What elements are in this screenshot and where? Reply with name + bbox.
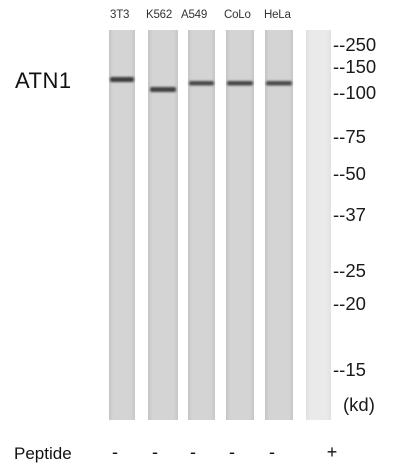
lane-label-3t3: 3T3 xyxy=(110,9,130,21)
marker-250: --250 xyxy=(333,34,377,55)
lane-a549 xyxy=(188,30,215,420)
lane-k562 xyxy=(148,30,178,420)
lane-label-hela: HeLa xyxy=(264,9,291,21)
marker-50: --50 xyxy=(333,163,366,184)
marker-150: --150 xyxy=(333,56,377,77)
band-colo xyxy=(227,81,253,86)
band-hela xyxy=(266,81,292,86)
marker-100: --100 xyxy=(333,82,377,103)
protein-label: ATN1 xyxy=(15,68,72,93)
peptide-sign-k562: - xyxy=(152,442,158,462)
marker-37: --37 xyxy=(333,204,366,225)
marker-25: --25 xyxy=(333,260,366,281)
lane-3t3 xyxy=(109,30,135,420)
band-a549 xyxy=(189,81,214,86)
peptide-sign-3t3: - xyxy=(112,442,118,462)
band-3t3 xyxy=(110,77,134,82)
unit-label: (kd) xyxy=(343,394,375,415)
marker-75: --75 xyxy=(333,126,366,147)
peptide-label: Peptide xyxy=(14,444,72,463)
lane-peptide-control xyxy=(306,30,331,420)
lane-hela xyxy=(265,30,293,420)
marker-20: --20 xyxy=(333,293,366,314)
band-k562 xyxy=(150,87,176,92)
peptide-sign-colo: - xyxy=(229,442,235,462)
marker-15: --15 xyxy=(333,359,366,380)
peptide-sign-control: + xyxy=(326,442,338,462)
peptide-sign-hela: - xyxy=(269,442,275,462)
peptide-sign-a549: - xyxy=(190,442,196,462)
lane-label-a549: A549 xyxy=(181,9,208,21)
lane-label-colo: CoLo xyxy=(224,9,251,21)
lane-colo xyxy=(226,30,254,420)
lane-label-k562: K562 xyxy=(146,9,173,21)
